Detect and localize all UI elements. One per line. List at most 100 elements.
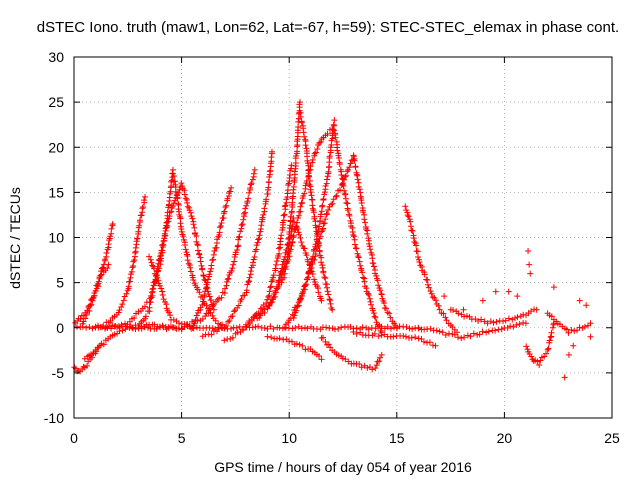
data-point [298, 239, 305, 246]
data-point [175, 320, 182, 327]
data-point [537, 357, 544, 364]
data-point [587, 333, 594, 340]
data-point [126, 318, 133, 325]
data-point [353, 171, 360, 178]
data-point [240, 210, 247, 217]
data-point [299, 199, 306, 206]
data-point [266, 288, 273, 295]
data-point [335, 325, 342, 332]
data-point [277, 274, 284, 281]
data-point [223, 322, 230, 329]
data-point [523, 343, 530, 350]
data-point [150, 285, 157, 292]
data-point [244, 198, 251, 205]
data-point [319, 226, 326, 233]
data-point [346, 164, 353, 171]
data-point [189, 215, 196, 222]
data-point [581, 323, 588, 330]
data-point [285, 319, 292, 326]
data-point [165, 215, 172, 222]
data-point [464, 332, 471, 339]
data-point [301, 283, 308, 290]
data-point [104, 324, 111, 331]
data-point [272, 289, 279, 296]
data-point [129, 324, 136, 331]
data-point [370, 310, 377, 317]
data-point [264, 325, 271, 332]
data-point [239, 326, 246, 333]
data-point [175, 325, 182, 332]
data-point [460, 306, 467, 313]
data-point [275, 245, 282, 252]
data-point [158, 247, 165, 254]
data-point [83, 324, 90, 331]
data-point [428, 290, 435, 297]
data-point [370, 263, 377, 270]
data-point [571, 328, 578, 335]
data-point [371, 330, 378, 337]
data-point [449, 306, 456, 313]
data-point [353, 325, 360, 332]
data-point [256, 232, 263, 239]
data-point [410, 235, 417, 242]
data-point [178, 228, 185, 235]
x-axis-label: GPS time / hours of day 054 of year 2016 [214, 459, 472, 475]
data-point [373, 272, 380, 279]
data-point [138, 212, 145, 219]
data-point [286, 338, 293, 345]
data-point [358, 199, 365, 206]
data-point [403, 323, 410, 330]
data-point [502, 317, 509, 324]
data-point [288, 228, 295, 235]
data-point [346, 212, 353, 219]
data-point [276, 277, 283, 284]
data-point [108, 325, 115, 332]
data-point [280, 265, 287, 272]
data-point [449, 331, 456, 338]
data-point [83, 362, 90, 369]
data-point [339, 355, 346, 362]
data-point [301, 245, 308, 252]
data-point [528, 353, 535, 360]
data-point [314, 145, 321, 152]
data-point [216, 229, 223, 236]
data-point [306, 167, 313, 174]
y-tick-label: 20 [48, 139, 64, 155]
y-tick-label: -10 [44, 410, 64, 426]
data-point [513, 322, 520, 329]
data-point [169, 203, 176, 210]
data-point [526, 261, 533, 268]
data-point [243, 287, 250, 294]
data-point [270, 272, 277, 279]
data-point [174, 191, 181, 198]
data-point [268, 334, 275, 341]
data-point [311, 150, 318, 157]
data-point [236, 233, 243, 240]
data-point [492, 288, 499, 295]
data-point [329, 126, 336, 133]
data-point [178, 226, 185, 233]
data-point [386, 310, 393, 317]
data-point [369, 366, 376, 373]
data-point [309, 260, 316, 267]
data-point [89, 325, 96, 332]
data-point [142, 313, 149, 320]
data-point [249, 324, 256, 331]
data-point [268, 148, 275, 155]
data-point [289, 338, 296, 345]
data-point [256, 314, 263, 321]
data-point [245, 195, 252, 202]
data-point [311, 276, 318, 283]
data-point [341, 176, 348, 183]
data-point [280, 212, 287, 219]
data-point [118, 304, 125, 311]
data-point [267, 284, 274, 291]
data-point [295, 323, 302, 330]
data-point [250, 170, 257, 177]
data-point [370, 260, 377, 267]
data-point [293, 219, 300, 226]
data-point [237, 228, 244, 235]
data-point [288, 242, 295, 249]
data-point [325, 341, 332, 348]
data-point [292, 153, 299, 160]
